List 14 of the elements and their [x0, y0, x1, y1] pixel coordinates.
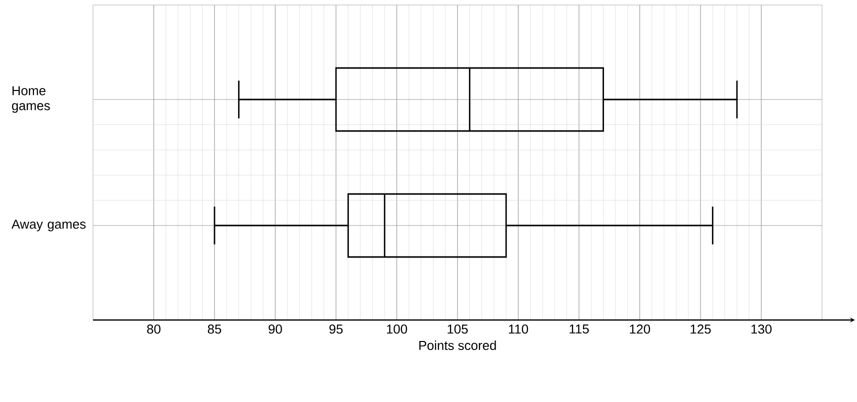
x-tick-label: 130 [751, 324, 772, 334]
x-tick-label: 90 [268, 324, 282, 334]
x-tick-label: 105 [448, 324, 468, 334]
x-tick-label: 95 [329, 324, 343, 334]
x-axis-title: Points scored [419, 340, 496, 350]
y-tick-label: Home games [12, 86, 50, 113]
x-tick-label: 110 [508, 324, 528, 334]
x-tick-label: 120 [630, 324, 650, 334]
y-tick-label: Away games [12, 220, 86, 232]
x-tick-label: 115 [570, 324, 589, 334]
x-tick-label: 125 [690, 324, 711, 334]
x-tick-label: 80 [147, 324, 160, 334]
x-tick-label: 100 [386, 324, 408, 334]
x-tick-label: 85 [208, 324, 222, 334]
